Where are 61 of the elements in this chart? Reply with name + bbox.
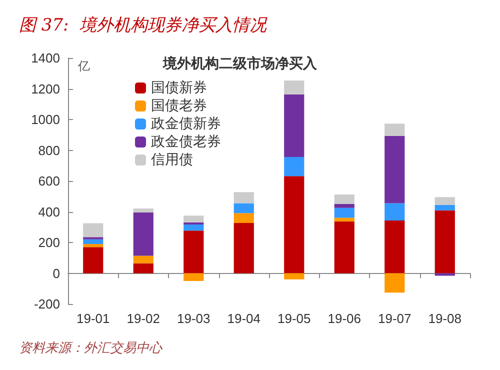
legend-title: 境外机构二级市场净买入	[162, 55, 318, 72]
bar	[334, 218, 354, 222]
text: 资料来源：外汇交易中心	[19, 340, 163, 356]
bar	[284, 157, 304, 176]
bar	[83, 244, 104, 248]
legend-label: 信用债	[151, 152, 193, 168]
bar	[133, 212, 154, 256]
bar	[184, 216, 204, 222]
x-tick-label: 19-08	[428, 311, 462, 326]
y-tick-label: 1200	[31, 81, 60, 96]
y-tick-label: 800	[38, 142, 60, 158]
bar	[234, 213, 254, 223]
legend-label: 国债老券	[151, 98, 207, 114]
y-tick-label: 400	[38, 204, 60, 220]
bar	[133, 256, 154, 264]
bar	[83, 239, 104, 244]
bar	[334, 204, 354, 208]
bar	[184, 230, 204, 274]
bar	[384, 136, 405, 204]
x-tick-label: 19-04	[227, 311, 260, 326]
y-axis-title: 亿	[77, 59, 90, 73]
x-tick-label: 19-07	[378, 311, 412, 326]
bar	[384, 203, 405, 221]
chart-title: 图 37: 境外机构现券净买入情况	[19, 16, 268, 36]
legend-label: 国债新券	[151, 80, 207, 96]
bar	[334, 208, 354, 218]
bar	[334, 221, 354, 274]
bar	[384, 273, 405, 293]
bar	[284, 80, 304, 94]
x-tick-label: 19-06	[328, 311, 361, 326]
bar	[133, 263, 154, 274]
bar	[133, 208, 154, 213]
bar	[334, 194, 354, 204]
y-tick-label: 1000	[31, 112, 60, 127]
legend-label: 政金债老券	[151, 134, 221, 150]
bar	[434, 204, 455, 210]
y-tick-label: 200	[38, 235, 60, 250]
bar	[184, 273, 204, 281]
bar	[184, 222, 204, 225]
bar	[384, 220, 405, 274]
bar	[83, 247, 104, 274]
bar	[234, 192, 254, 204]
bar	[384, 124, 405, 136]
y-tick-label: 1400	[31, 50, 60, 66]
x-tick-label: 19-02	[126, 311, 160, 326]
bar	[284, 176, 304, 274]
y-tick-label: -200	[34, 296, 60, 312]
bar	[434, 197, 455, 205]
x-tick-label: 19-05	[278, 311, 311, 326]
x-tick-label: 19-03	[177, 311, 210, 326]
y-tick-label: 0	[52, 266, 60, 281]
legend-label: 政金债新券	[151, 116, 221, 132]
x-tick-label: 19-01	[76, 311, 110, 326]
bar	[83, 223, 104, 238]
bar	[234, 222, 254, 274]
bar	[184, 224, 204, 231]
bar	[234, 203, 254, 214]
bar	[434, 210, 455, 274]
bar	[284, 273, 304, 280]
bar	[284, 94, 304, 158]
y-tick-label: 600	[38, 174, 60, 188]
